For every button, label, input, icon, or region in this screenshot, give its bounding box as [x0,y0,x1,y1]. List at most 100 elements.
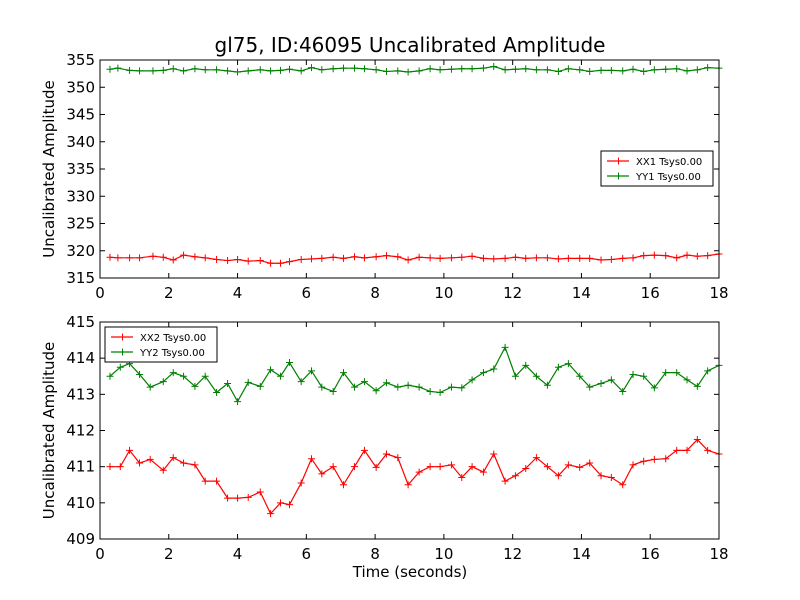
legend: XX2 Tsys0.00 YY2 Tsys0.00 [104,326,218,363]
data-point [683,251,691,259]
data-point [224,379,232,387]
y-tick-label: 410 [66,494,95,512]
data-point [532,66,540,74]
data-point [447,461,455,469]
data-point [490,63,498,71]
data-point [318,254,326,262]
data-point [329,253,337,261]
data-point [704,367,712,375]
data-point [382,252,390,260]
data-point [693,252,701,260]
data-point [490,365,498,373]
data-point [372,66,380,74]
data-point [256,66,264,74]
data-point [629,370,637,378]
data-point [673,254,681,262]
y-tick-label: 345 [66,106,95,124]
data-point [522,65,530,73]
data-point [640,67,648,75]
data-point [136,254,144,262]
data-point [458,384,466,392]
data-point [285,359,293,367]
data-point [106,65,114,73]
y-tick-label: 325 [66,215,95,233]
data-point [116,463,124,471]
legend-entry-label: YY1 Tsys0.00 [635,172,701,183]
data-point [307,367,315,375]
data-point [586,67,594,75]
data-point [479,64,487,72]
data-point [146,455,154,463]
data-point [329,463,337,471]
data-point [415,468,423,476]
x-tick-label: 4 [233,284,243,302]
data-point [597,66,605,74]
data-point [297,67,305,75]
data-point [564,461,572,469]
data-point [479,254,487,262]
legend-swatch-marker [615,172,622,180]
legend-box [104,326,218,363]
data-point [693,436,701,444]
data-point [277,372,285,380]
data-point [244,378,252,386]
x-tick-label: 12 [503,545,522,563]
legend-swatch-marker [119,348,126,356]
data-point [169,65,177,73]
x-tick-label: 4 [233,545,243,563]
x-tick-label: 16 [641,284,660,302]
data-point [490,255,498,263]
x-tick-label: 8 [370,284,380,302]
data-point [339,369,347,377]
data-point [149,67,157,75]
data-point [693,66,701,74]
data-point [554,472,562,480]
data-point [436,66,444,74]
data-point [404,256,412,264]
data-point [244,493,252,501]
x-tick-label: 18 [709,545,728,563]
data-point [106,372,114,380]
data-point [382,67,390,75]
y-tick-label: 414 [66,349,95,367]
data-point [201,372,209,380]
data-point [704,446,712,454]
data-point [511,372,519,380]
data-point [564,360,572,368]
x-tick-label: 2 [164,284,174,302]
x-tick-label: 12 [503,284,522,302]
data-point [597,256,605,264]
data-point [339,64,347,72]
data-point [159,66,167,74]
data-point [662,369,670,377]
data-point [673,446,681,454]
data-point [318,383,326,391]
data-point [180,459,188,467]
data-point [607,255,615,263]
x-axis-label: Time (seconds) [352,563,468,581]
data-point [554,67,562,75]
data-point [360,254,368,262]
data-point [382,450,390,458]
data-point [683,67,691,75]
data-point [436,463,444,471]
y-axis-label: Uncalibrated Amplitude [40,80,58,257]
data-point [543,463,551,471]
data-point [468,463,476,471]
data-point [607,66,615,74]
series-line-1 [109,438,720,515]
data-point [191,382,199,390]
data-point [191,253,199,261]
data-point [458,65,466,73]
x-tick-label: 16 [641,545,660,563]
data-point [640,457,648,465]
data-point [267,67,275,75]
data-point [426,387,434,395]
y-tick-label: 413 [66,385,95,403]
data-point [619,481,627,489]
data-point [619,387,627,395]
data-point [146,383,154,391]
data-point [511,472,519,480]
data-point [339,481,347,489]
data-point [116,363,124,371]
